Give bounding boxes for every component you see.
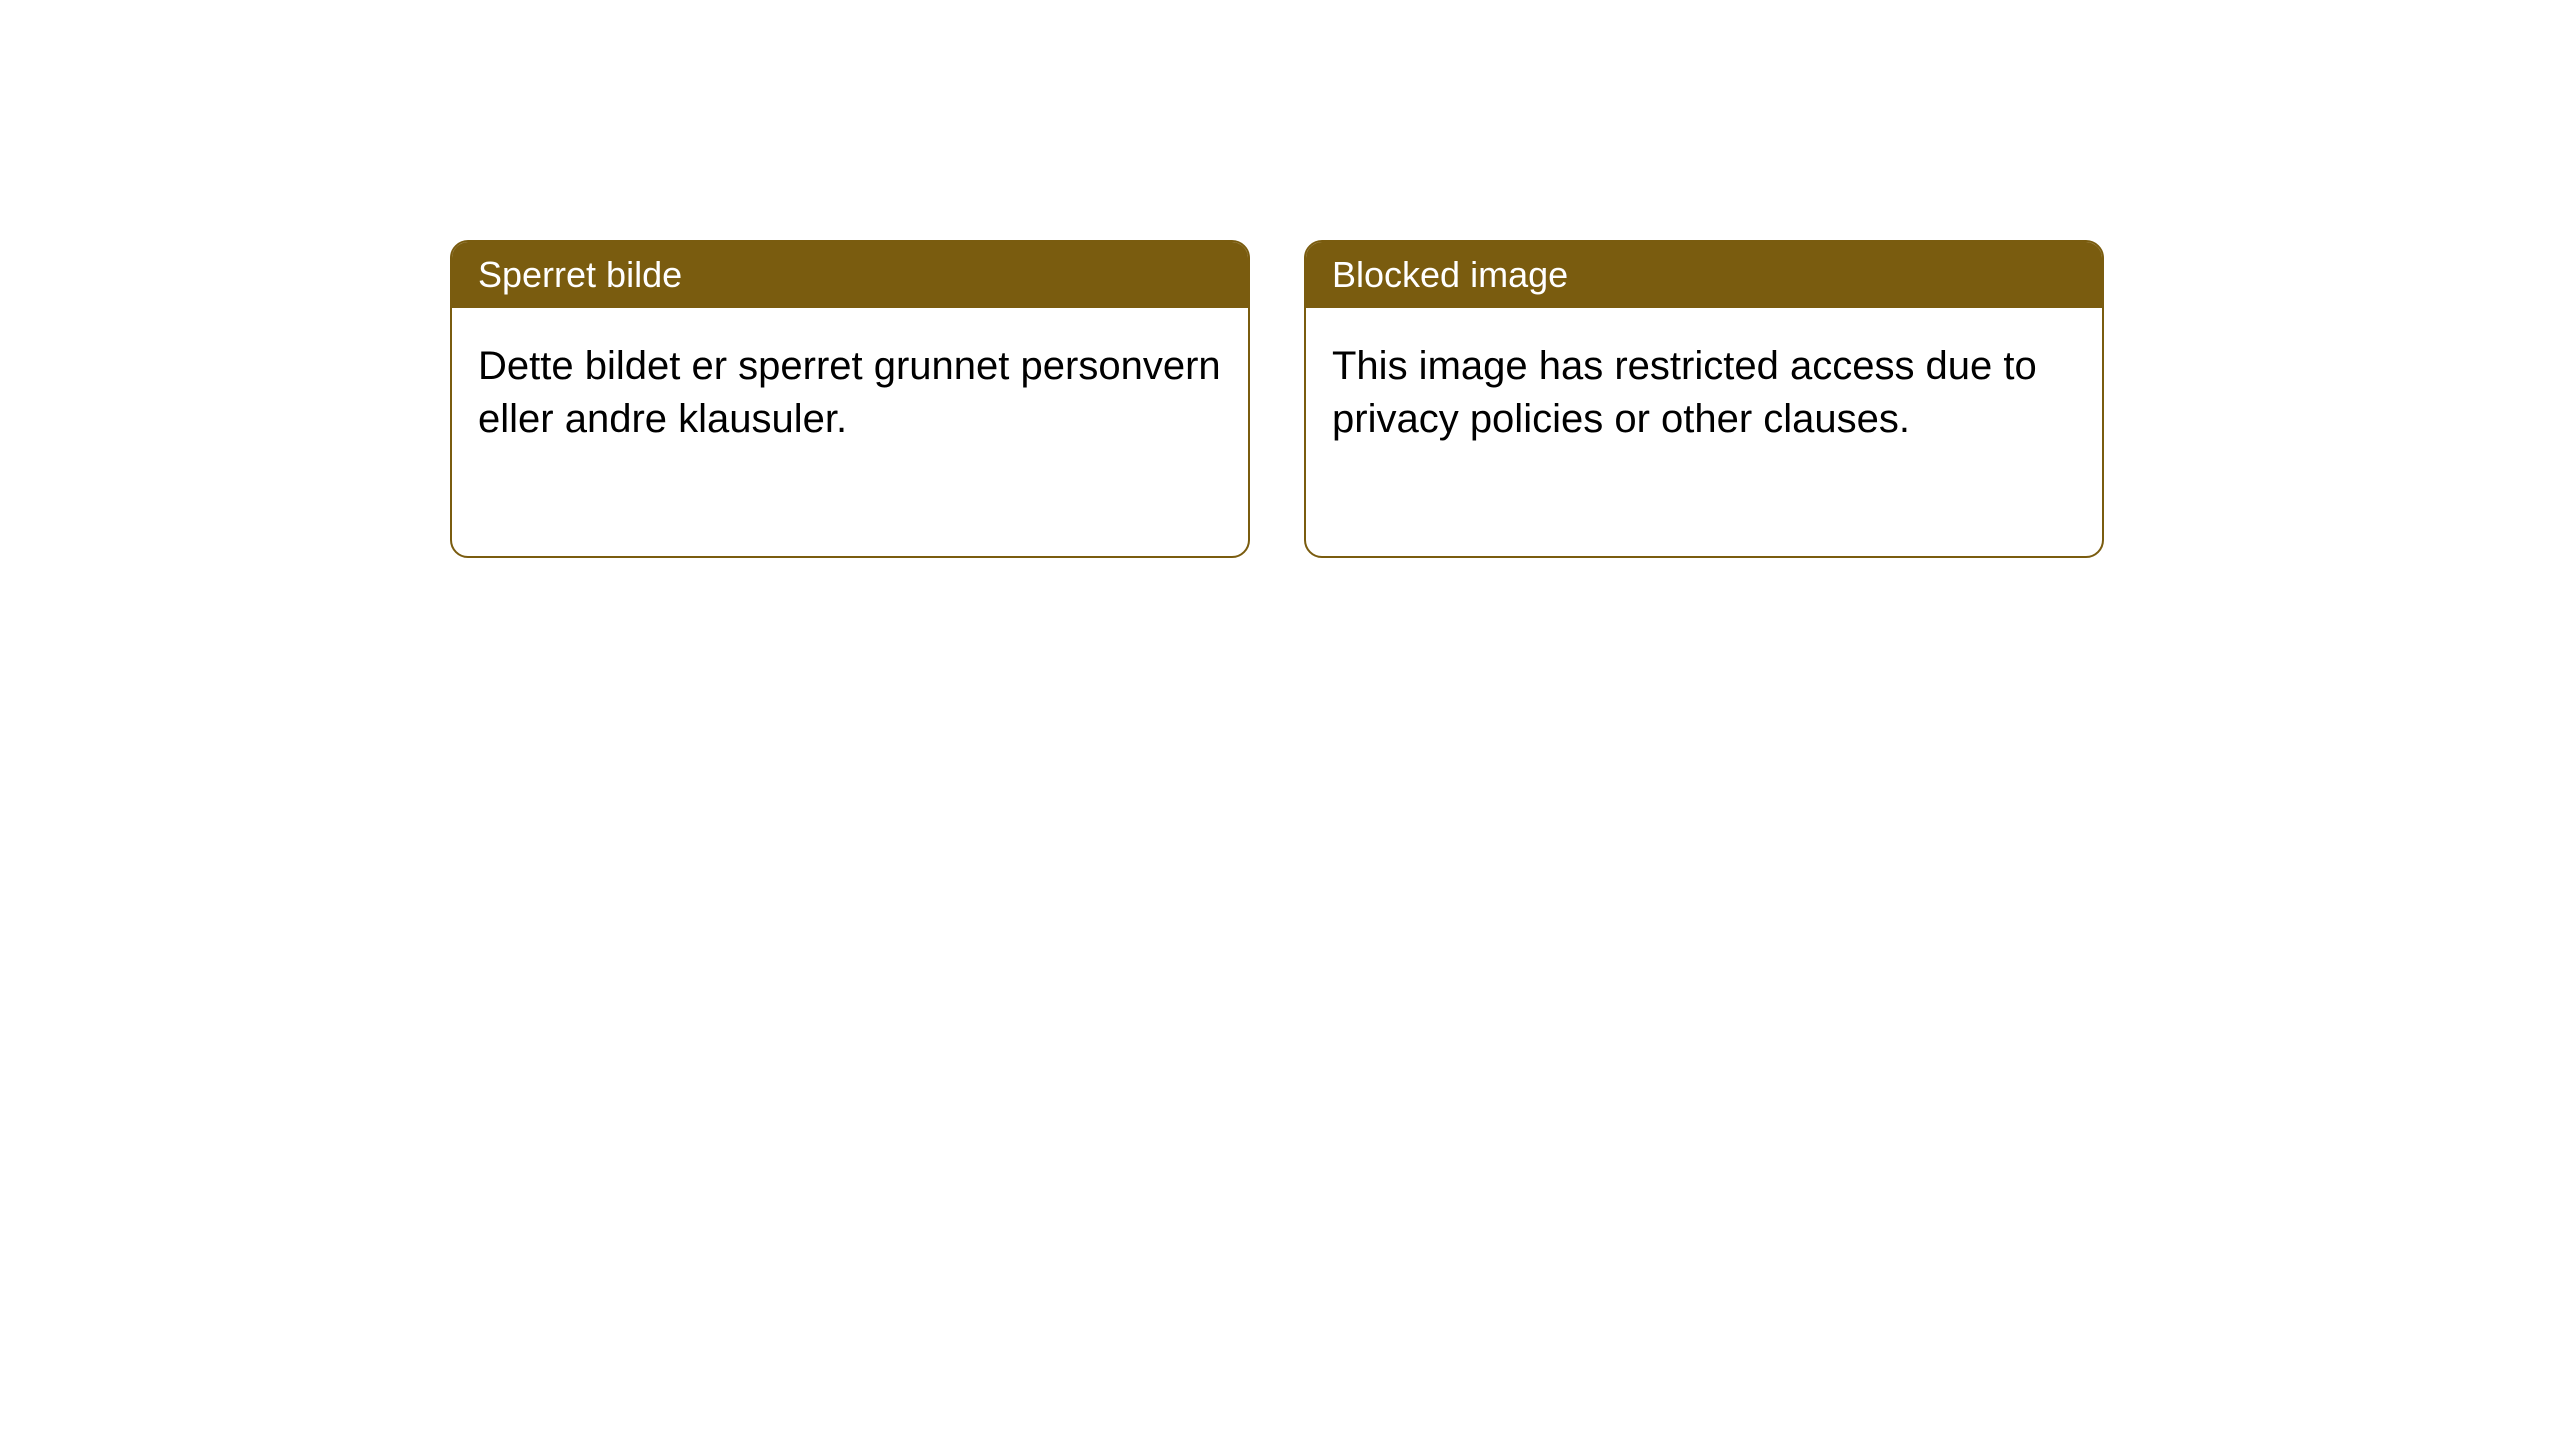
- notice-container: Sperret bilde Dette bildet er sperret gr…: [0, 0, 2560, 558]
- notice-body-text: This image has restricted access due to …: [1306, 308, 2102, 556]
- notice-title: Sperret bilde: [452, 242, 1248, 308]
- notice-card-norwegian: Sperret bilde Dette bildet er sperret gr…: [450, 240, 1250, 558]
- notice-title: Blocked image: [1306, 242, 2102, 308]
- notice-body-text: Dette bildet er sperret grunnet personve…: [452, 308, 1248, 556]
- notice-card-english: Blocked image This image has restricted …: [1304, 240, 2104, 558]
